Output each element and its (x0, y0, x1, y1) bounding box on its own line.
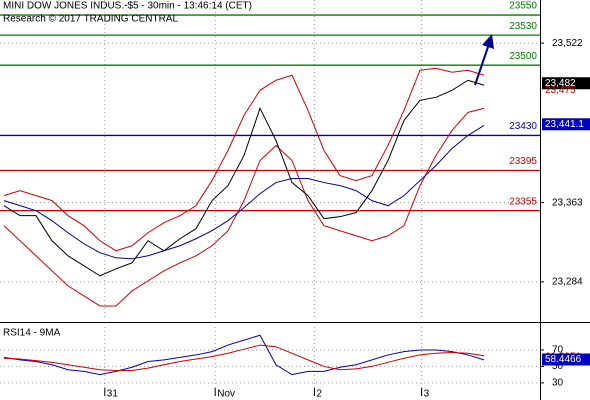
level-label: 23550 (509, 1, 537, 12)
series-line (3, 124, 485, 260)
price-label-box (542, 77, 590, 90)
price-label-box (542, 353, 590, 366)
chart-title: MINI DOW JONES INDUS.-$5 - 30min - 13:46… (3, 1, 252, 12)
plot-layer: 23550 23530 23500 23430 23395 23355 (0, 0, 540, 396)
arrow-head (482, 34, 494, 49)
x-tick-label: 2 (316, 389, 322, 400)
y-tick-label: 23,363 (552, 197, 583, 208)
series-line (3, 67, 485, 252)
y-tick-label: 23,284 (552, 277, 583, 288)
chart-subtitle: Research © 2017 TRADING CENTRAL (3, 14, 178, 25)
price-label: 23,441.1 (545, 119, 584, 130)
price-label: 58.4466 (545, 354, 582, 365)
price-label: 23,475 (545, 85, 576, 96)
level-label: 23355 (509, 196, 537, 207)
x-tick-label: 31 (107, 389, 119, 400)
series-line (3, 79, 485, 277)
price-label-box (542, 118, 590, 131)
level-label: 23430 (509, 121, 537, 132)
y-tick-label: 50 (552, 361, 564, 372)
series-line (3, 344, 485, 372)
x-tick-label: Nov (217, 389, 235, 400)
price-label: 23,482 (545, 78, 576, 89)
y-tick-label: 70 (552, 345, 564, 356)
series-line (3, 334, 485, 376)
series-line (3, 107, 485, 307)
level-label: 23500 (509, 51, 537, 62)
level-label: 23530 (509, 21, 537, 32)
y-tick-label: 30 (552, 377, 564, 388)
level-label: 23395 (509, 156, 537, 167)
x-tick-label: 3 (424, 389, 430, 400)
rsi-title: RSI14 - 9MA (3, 328, 61, 339)
forecast-arrow (474, 43, 490, 86)
y-tick-label: 23,522 (552, 38, 583, 49)
